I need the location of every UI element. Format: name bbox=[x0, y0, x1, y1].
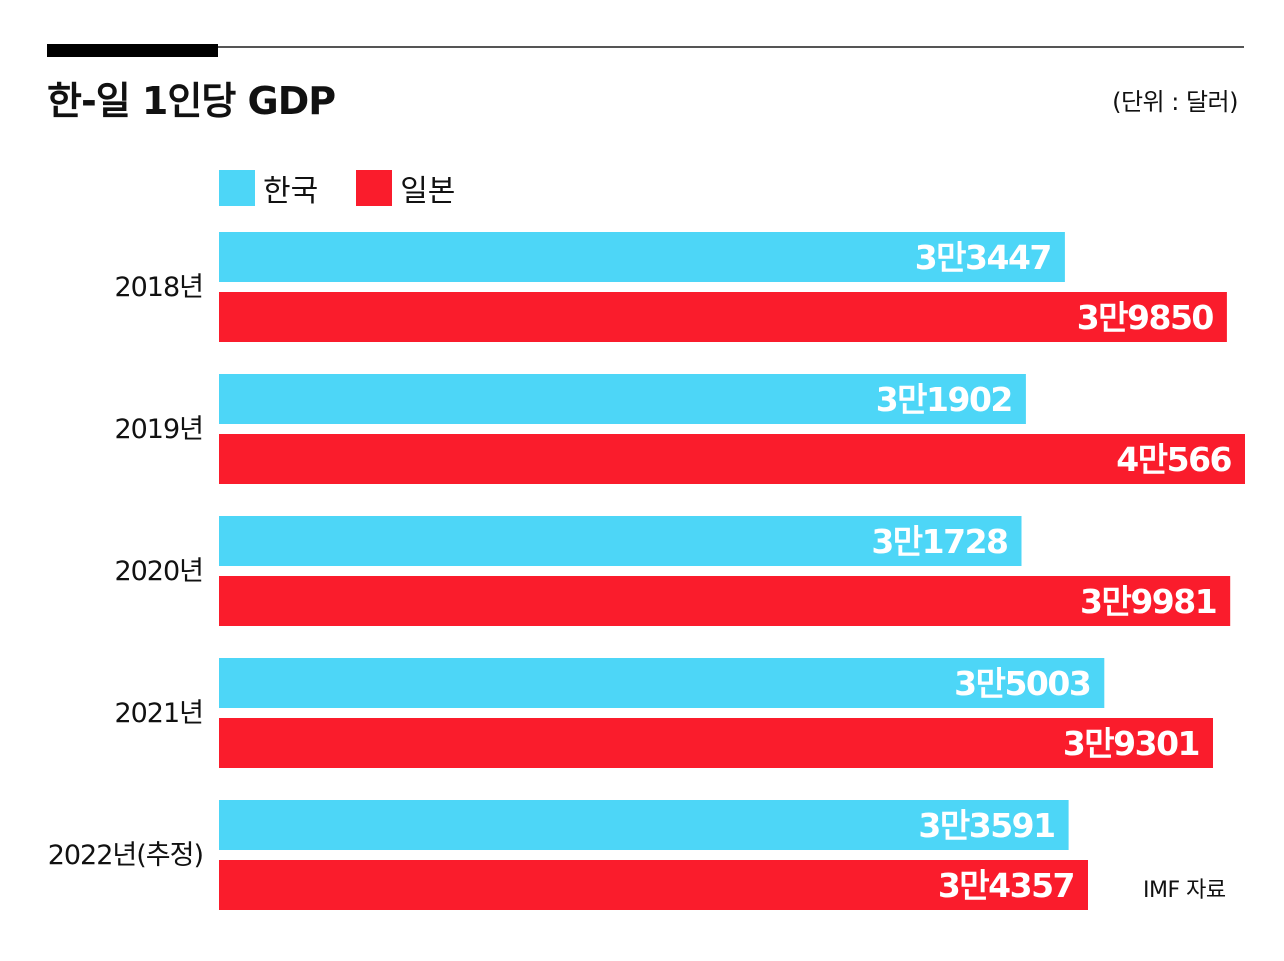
legend-item-korea: 한국 bbox=[219, 166, 318, 210]
bar-korea-0 bbox=[219, 232, 1065, 282]
bar-japan-1 bbox=[219, 434, 1245, 484]
legend-item-japan: 일본 bbox=[356, 166, 455, 210]
legend-swatch-japan bbox=[356, 170, 393, 206]
bar-japan-4 bbox=[219, 860, 1088, 910]
legend-label-japan: 일본 bbox=[400, 174, 456, 209]
bar-japan-3 bbox=[219, 718, 1213, 768]
bar-label-korea-4: 3만3591 bbox=[918, 806, 1054, 845]
bar-japan-0 bbox=[219, 292, 1227, 342]
bar-label-korea-1: 3만1902 bbox=[876, 380, 1012, 419]
legend-label-korea: 한국 bbox=[263, 174, 319, 209]
category-label-3: 2021년 bbox=[114, 698, 203, 729]
title-rule-line bbox=[218, 46, 1244, 48]
category-label-4: 2022년(추정) bbox=[48, 840, 203, 871]
bar-korea-4 bbox=[219, 800, 1069, 850]
unit-label: (단위 : 달러) bbox=[1112, 88, 1238, 116]
category-label-1: 2019년 bbox=[114, 414, 203, 445]
chart-title: 한-일 1인당 GDP bbox=[47, 79, 336, 123]
legend: 한국 일본 bbox=[219, 166, 493, 210]
bar-korea-3 bbox=[219, 658, 1105, 708]
bar-label-japan-3: 3만9301 bbox=[1063, 724, 1199, 763]
bar-label-korea-2: 3만1728 bbox=[871, 522, 1007, 561]
bar-label-korea-0: 3만3447 bbox=[915, 238, 1051, 277]
bar-label-japan-2: 3만9981 bbox=[1080, 582, 1216, 621]
bar-label-japan-4: 3만4357 bbox=[938, 866, 1074, 905]
bar-label-japan-1: 4만566 bbox=[1116, 440, 1231, 479]
category-label-0: 2018년 bbox=[114, 272, 203, 303]
source-label: IMF 자료 bbox=[1143, 878, 1226, 903]
title-accent-bar bbox=[47, 44, 218, 57]
bar-japan-2 bbox=[219, 576, 1231, 626]
legend-swatch-korea bbox=[219, 170, 255, 206]
category-label-2: 2020년 bbox=[114, 556, 203, 587]
bar-label-japan-0: 3만9850 bbox=[1077, 298, 1214, 337]
bar-label-korea-3: 3만5003 bbox=[954, 664, 1090, 703]
bar-korea-1 bbox=[219, 374, 1026, 424]
bar-korea-2 bbox=[219, 516, 1022, 566]
